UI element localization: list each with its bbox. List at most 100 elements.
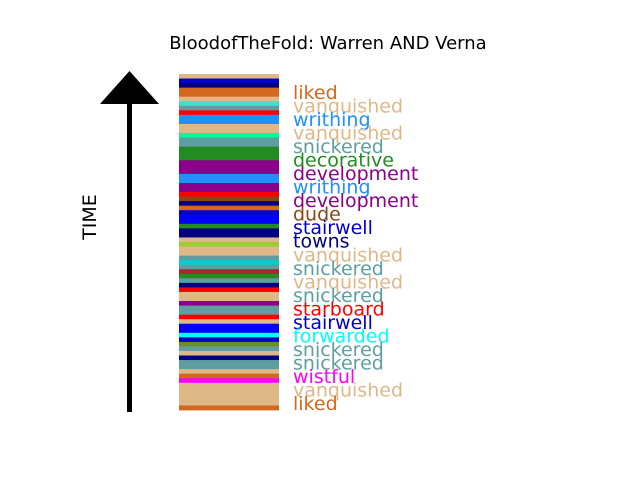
event-stripe — [179, 273, 279, 279]
event-stripe — [179, 255, 279, 261]
event-stripe — [179, 192, 279, 197]
event-stripe — [179, 137, 279, 143]
event-label: vanquished — [293, 96, 403, 118]
event-stripe — [179, 105, 279, 111]
event-stripe — [179, 242, 279, 247]
event-label: stairwell — [293, 217, 373, 239]
event-stripe — [179, 405, 279, 411]
event-stripe — [179, 214, 279, 220]
event-label: towns — [293, 231, 350, 253]
event-stripe — [179, 83, 279, 89]
event-stripe — [179, 201, 279, 207]
event-stripe — [179, 119, 279, 125]
event-stripes — [179, 74, 279, 411]
event-stripe — [179, 164, 279, 170]
event-stripe — [179, 155, 279, 161]
event-label: liked — [293, 82, 338, 104]
event-stripe — [179, 160, 279, 166]
event-stripe — [179, 96, 279, 102]
time-axis-label: TIME — [79, 194, 101, 241]
event-stripe — [179, 391, 279, 397]
event-stripe — [179, 396, 279, 402]
event-label: vanquished — [293, 380, 403, 402]
event-label: writhing — [293, 109, 371, 131]
event-stripe — [179, 251, 279, 257]
event-stripe — [179, 373, 279, 379]
event-stripe — [179, 360, 279, 365]
event-stripe — [179, 287, 279, 293]
event-stripe — [179, 169, 279, 175]
event-stripe — [179, 182, 279, 188]
event-label: snickered — [293, 285, 384, 307]
event-stripe — [179, 337, 279, 343]
event-stripe — [179, 178, 279, 184]
event-stripe — [179, 196, 279, 202]
event-stripe — [179, 369, 279, 375]
event-label: liked — [293, 393, 338, 415]
event-stripe — [179, 269, 279, 275]
event-stripe — [179, 219, 279, 225]
event-stripe — [179, 246, 279, 252]
event-stripe — [179, 332, 279, 338]
time-axis-arrowhead-icon — [100, 71, 159, 104]
event-stripe — [179, 346, 279, 352]
event-stripe — [179, 187, 279, 193]
event-stripe — [179, 133, 279, 138]
event-stripe — [179, 173, 279, 179]
event-label: starboard — [293, 298, 385, 320]
event-stripe — [179, 232, 279, 238]
event-stripe — [179, 74, 279, 79]
event-label: development — [293, 190, 418, 212]
event-stripe — [179, 278, 279, 284]
event-stripe — [179, 123, 279, 129]
event-stripe — [179, 382, 279, 388]
time-axis: TIME — [79, 71, 159, 412]
event-stripe — [179, 378, 279, 384]
event-label: forwarded — [293, 325, 390, 347]
event-label: writhing — [293, 177, 371, 199]
event-stripe — [179, 305, 279, 311]
event-stripe — [179, 110, 279, 116]
event-label: dude — [293, 204, 341, 226]
event-stripe — [179, 228, 279, 234]
event-label: stairwell — [293, 312, 373, 334]
event-stripe — [179, 264, 279, 270]
event-label: snickered — [293, 339, 384, 361]
event-label: wistful — [293, 366, 355, 388]
event-label: vanquished — [293, 271, 403, 293]
event-stripe — [179, 146, 279, 152]
event-label: vanquished — [293, 244, 403, 266]
event-label: development — [293, 163, 418, 185]
event-stripe — [179, 142, 279, 148]
event-label: snickered — [293, 352, 384, 374]
event-stripe — [179, 114, 279, 120]
event-stripe — [179, 210, 279, 216]
event-stripe — [179, 78, 279, 84]
event-stripe — [179, 400, 279, 406]
event-stripe — [179, 237, 279, 243]
event-label: decorative — [293, 150, 394, 172]
event-stripe — [179, 128, 279, 134]
event-stripe — [179, 151, 279, 157]
event-stripe — [179, 364, 279, 370]
event-stripe — [179, 341, 279, 347]
event-label: vanquished — [293, 123, 403, 145]
event-stripe — [179, 92, 279, 98]
event-stripe — [179, 296, 279, 302]
event-stripe — [179, 282, 279, 288]
event-stripe — [179, 350, 279, 356]
event-label: snickered — [293, 258, 384, 280]
event-stripe — [179, 310, 279, 316]
event-stripe — [179, 223, 279, 229]
event-stripe — [179, 323, 279, 329]
event-labels: likedvanquishedwrithingvanquishedsnicker… — [293, 82, 418, 415]
event-stripe — [179, 291, 279, 297]
event-stripe — [179, 387, 279, 393]
event-stripe — [179, 260, 279, 266]
event-stripe — [179, 319, 279, 325]
event-stripe — [179, 328, 279, 334]
chart-title: BloodofTheFold: Warren AND Verna — [169, 33, 486, 54]
event-stripe — [179, 101, 279, 107]
event-stripe — [179, 355, 279, 361]
event-stripe — [179, 301, 279, 306]
